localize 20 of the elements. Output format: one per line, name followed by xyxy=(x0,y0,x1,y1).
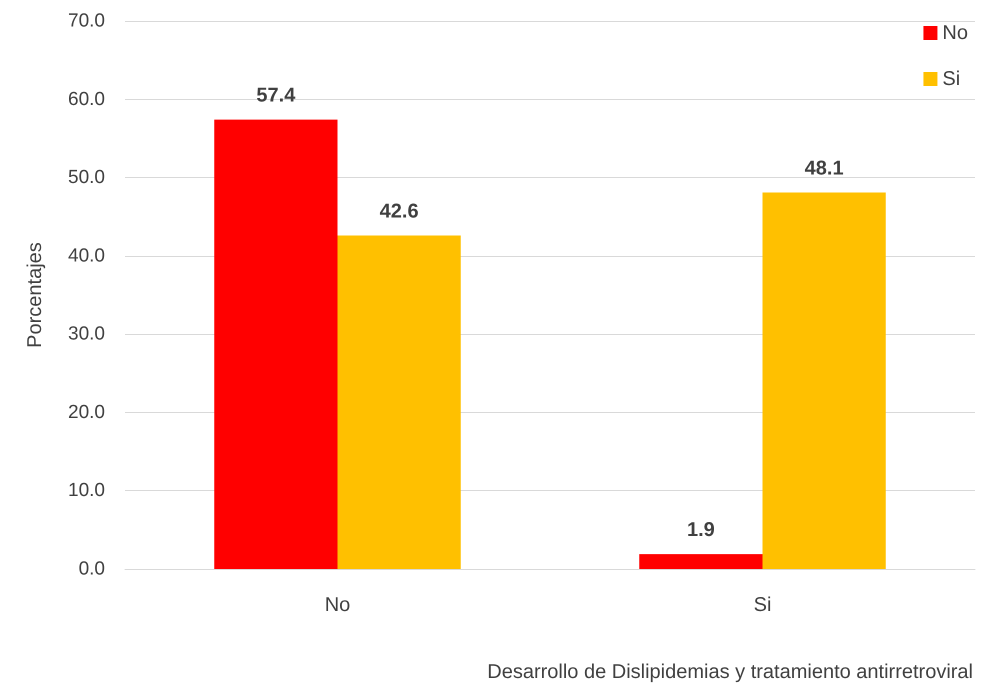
legend-label: Si xyxy=(942,68,960,90)
bar xyxy=(214,120,338,569)
data-label: 1.9 xyxy=(686,519,715,542)
data-label: 48.1 xyxy=(804,157,844,180)
y-axis-title: Porcentajes xyxy=(24,242,46,348)
y-tick-label: 30.0 xyxy=(68,324,105,345)
y-tick-label: 60.0 xyxy=(68,88,105,110)
y-tick-label: 40.0 xyxy=(68,245,105,266)
data-label: 42.6 xyxy=(380,200,419,223)
data-label: 57.4 xyxy=(256,84,296,107)
legend-label: No xyxy=(942,22,968,44)
bar xyxy=(762,192,886,569)
bar xyxy=(338,236,461,569)
y-tick-label: 10.0 xyxy=(68,480,105,502)
x-axis-title: Desarrollo de Dislipidemias y tratamiento antirretroviral xyxy=(487,661,973,683)
y-tick-label: 70.0 xyxy=(68,10,105,32)
y-tick-label: 50.0 xyxy=(68,167,105,188)
bar xyxy=(639,554,762,569)
y-tick-label: 20.0 xyxy=(68,402,105,423)
y-tick-label: 0.0 xyxy=(78,558,105,580)
